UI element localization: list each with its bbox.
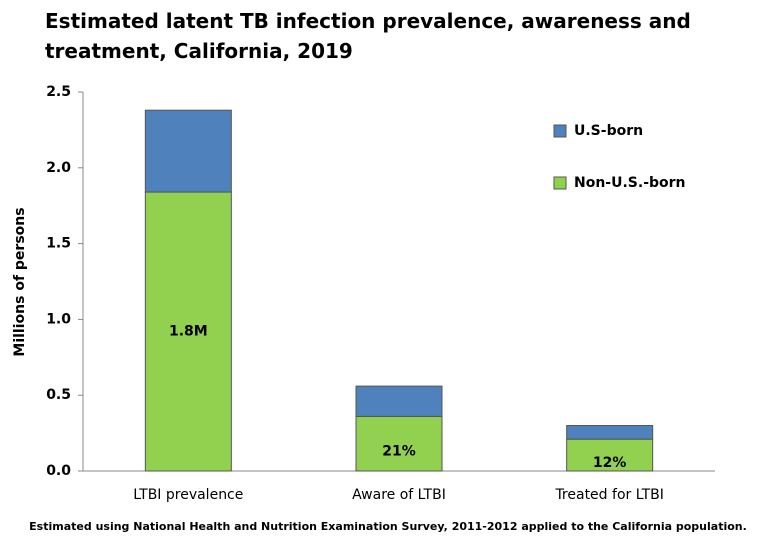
x-tick-label: Treated for LTBI xyxy=(554,487,663,503)
chart-title: Estimated latent TB infection prevalence… xyxy=(45,9,691,63)
bar-segment xyxy=(566,425,654,440)
y-tick-label: 2.5 xyxy=(46,84,71,100)
footnote: Estimated using National Health and Nutr… xyxy=(29,520,747,533)
y-tick-label: 2.0 xyxy=(46,160,71,176)
y-axis-label: Millions of persons xyxy=(12,207,28,356)
annotation: 12% xyxy=(593,455,627,471)
annotation: 21% xyxy=(382,444,416,460)
legend-label: Non-U.S.-born xyxy=(574,175,686,191)
bar-segment xyxy=(355,415,443,472)
y-tick-label: 1.5 xyxy=(46,236,71,252)
bar-segment xyxy=(355,385,443,417)
x-tick-label: LTBI prevalence xyxy=(133,487,243,503)
bar-segment xyxy=(144,109,232,193)
bar-segment xyxy=(566,438,654,472)
x-tick-label: Aware of LTBI xyxy=(352,487,446,503)
legend-label: U.S-born xyxy=(574,123,643,139)
y-tick-label: 1.0 xyxy=(46,311,71,327)
y-tick-label: 0.0 xyxy=(46,463,71,479)
y-tick-label: 0.5 xyxy=(46,387,71,403)
legend-swatch xyxy=(553,176,567,190)
bar-segment xyxy=(144,191,232,472)
data-label: 1.8M xyxy=(169,324,208,340)
legend-swatch xyxy=(553,124,567,138)
